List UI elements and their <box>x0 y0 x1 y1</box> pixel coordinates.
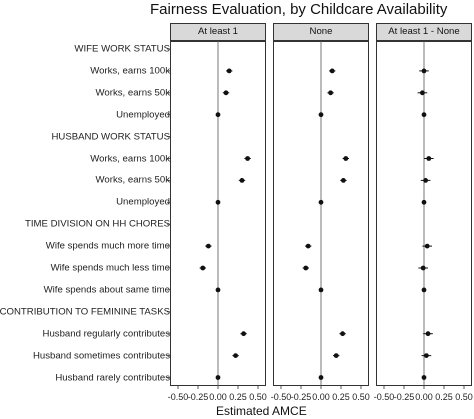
group-header-label: WIFE WORK STATUS <box>74 43 170 55</box>
row-label: Unemployed <box>116 109 170 121</box>
x-tick-label: 0.25 <box>332 392 350 402</box>
estimate-point <box>241 331 247 337</box>
estimate-point <box>424 353 429 358</box>
estimate-point <box>215 375 221 380</box>
group-header-label: TIME DIVISION ON HH CHORES <box>25 218 170 230</box>
estimate-point <box>318 287 324 293</box>
estimate-point <box>425 331 431 337</box>
x-tick-label: 0.25 <box>435 392 453 402</box>
x-axis-label: Estimated AMCE <box>216 404 307 418</box>
estimate-point <box>318 199 324 205</box>
row-label: Works, earns 100k <box>90 65 170 77</box>
estimate-point <box>328 90 333 96</box>
group-header-label: HUSBAND WORK STATUS <box>51 131 170 143</box>
estimate-point <box>420 265 426 271</box>
x-tick-label: -0.50 <box>373 392 395 402</box>
x-tick-label: -0.50 <box>167 392 189 402</box>
row-label: Wife spends about same time <box>43 284 170 296</box>
x-tick-label: -0.25 <box>393 392 415 402</box>
estimate-point <box>421 68 427 74</box>
estimate-point <box>329 68 335 74</box>
chart-title: Fairness Evaluation, by Childcare Availa… <box>150 1 448 18</box>
estimate-point <box>318 375 324 380</box>
estimate-point <box>420 90 425 96</box>
estimate-point <box>424 243 430 249</box>
panel-strip-label: At least 1 - None <box>376 23 472 41</box>
row-label: Wife spends much less time <box>50 262 170 274</box>
estimate-point <box>421 112 427 118</box>
estimate-point <box>318 112 324 118</box>
x-tick-label: 0.50 <box>352 392 370 402</box>
estimate-point <box>226 68 232 74</box>
estimate-point <box>340 331 345 337</box>
x-tick-label: 0.00 <box>415 392 433 402</box>
row-label: Works, earns 50k <box>95 174 170 186</box>
estimate-point <box>341 178 346 183</box>
estimate-point <box>215 199 221 205</box>
estimate-point <box>215 287 221 293</box>
estimate-point <box>223 90 229 96</box>
x-tick-label: 0.50 <box>249 392 267 402</box>
row-label: Works, earns 50k <box>95 87 170 99</box>
estimate-point <box>233 353 239 358</box>
estimate-point <box>305 243 311 249</box>
row-label: Works, earns 100k <box>90 153 170 164</box>
row-label: Husband rarely contributes <box>55 372 170 383</box>
group-header-label: CONTRIBUTION TO FEMININE TASKS <box>0 306 170 318</box>
estimate-point <box>206 243 211 249</box>
panel-strip-label: At least 1 <box>170 23 266 41</box>
estimate-point <box>421 199 427 205</box>
estimate-point <box>423 178 428 183</box>
x-tick-label: 0.00 <box>209 392 227 402</box>
estimate-point <box>426 156 432 161</box>
estimate-point <box>421 287 427 293</box>
row-label: Husband sometimes contributes <box>32 350 170 362</box>
estimate-point <box>215 112 221 118</box>
estimate-point <box>343 156 349 161</box>
estimate-point <box>421 375 427 380</box>
x-tick-label: 0.50 <box>455 392 473 402</box>
estimate-point <box>200 265 206 271</box>
row-label: Unemployed <box>116 196 170 208</box>
estimate-point <box>333 353 339 358</box>
x-tick-label: -0.25 <box>187 392 209 402</box>
row-label: Wife spends much more time <box>45 240 170 252</box>
x-tick-label: -0.50 <box>270 392 292 402</box>
estimate-point <box>245 156 251 161</box>
row-label: Husband regularly contributes <box>42 328 170 340</box>
estimate-point <box>303 265 309 271</box>
panel-strip-label: None <box>273 23 369 41</box>
x-tick-label: -0.25 <box>290 392 312 402</box>
x-tick-label: 0.25 <box>229 392 247 402</box>
x-tick-label: 0.00 <box>312 392 330 402</box>
estimate-point <box>239 178 245 183</box>
